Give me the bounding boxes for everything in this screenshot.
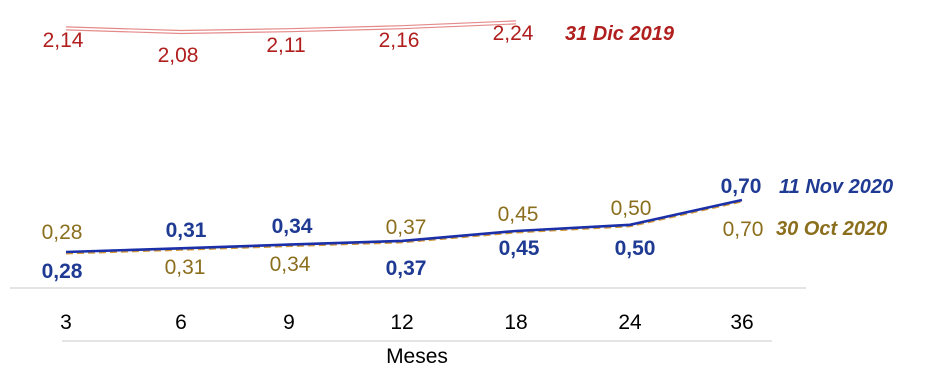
data-label-oct-2020-3: 0,28 <box>42 221 83 244</box>
series-2019: 2,14 2,08 2,11 2,16 2,24 31 Dic 2019 <box>43 20 675 67</box>
series-oct-2020-line <box>65 200 743 255</box>
legend-nov-2020: 11 Nov 2020 <box>779 176 893 198</box>
data-label-nov-2020-24: 0,50 <box>615 237 656 260</box>
data-label-2019-9: 2,11 <box>266 34 305 57</box>
data-label-nov-2020-12: 0,37 <box>386 257 427 280</box>
series-nov-2020-line <box>65 198 743 254</box>
x-axis-title: Meses <box>386 345 448 368</box>
data-label-2019-12: 2,16 <box>379 29 420 52</box>
data-label-nov-2020-6: 0,31 <box>166 219 207 242</box>
data-label-nov-2020-18: 0,45 <box>499 237 540 260</box>
x-tick-3: 3 <box>60 311 72 334</box>
data-label-nov-2020-36: 0,70 <box>721 175 762 198</box>
series-2020: 0,28 0,31 0,34 0,37 0,45 0,50 0,70 0,28 0,31 0,3… <box>42 175 894 283</box>
data-label-oct-2020-6: 0,31 <box>165 256 206 279</box>
data-label-nov-2020-3: 0,28 <box>42 260 83 283</box>
x-tick-9: 9 <box>283 311 295 334</box>
data-label-oct-2020-12: 0,37 <box>386 216 427 239</box>
data-label-oct-2020-36: 0,70 <box>723 218 764 241</box>
data-label-oct-2020-18: 0,45 <box>498 203 539 226</box>
x-tick-12: 12 <box>390 311 413 334</box>
data-label-nov-2020-9: 0,34 <box>272 215 313 238</box>
data-label-2019-3: 2,14 <box>43 29 84 52</box>
x-tick-6: 6 <box>175 311 187 334</box>
data-label-2019-18: 2,24 <box>493 22 534 45</box>
series-2019-line-outer <box>65 20 517 32</box>
x-tick-18: 18 <box>504 311 527 334</box>
series-2019-line-inner <box>65 23 517 35</box>
data-label-oct-2020-24: 0,50 <box>611 197 652 220</box>
data-label-2019-6: 2,08 <box>158 44 199 67</box>
x-tick-36: 36 <box>730 311 753 334</box>
legend-2019: 31 Dic 2019 <box>565 23 675 45</box>
x-tick-24: 24 <box>618 311 642 334</box>
data-label-oct-2020-9: 0,34 <box>270 253 311 276</box>
legend-oct-2020: 30 Oct 2020 <box>776 218 887 240</box>
